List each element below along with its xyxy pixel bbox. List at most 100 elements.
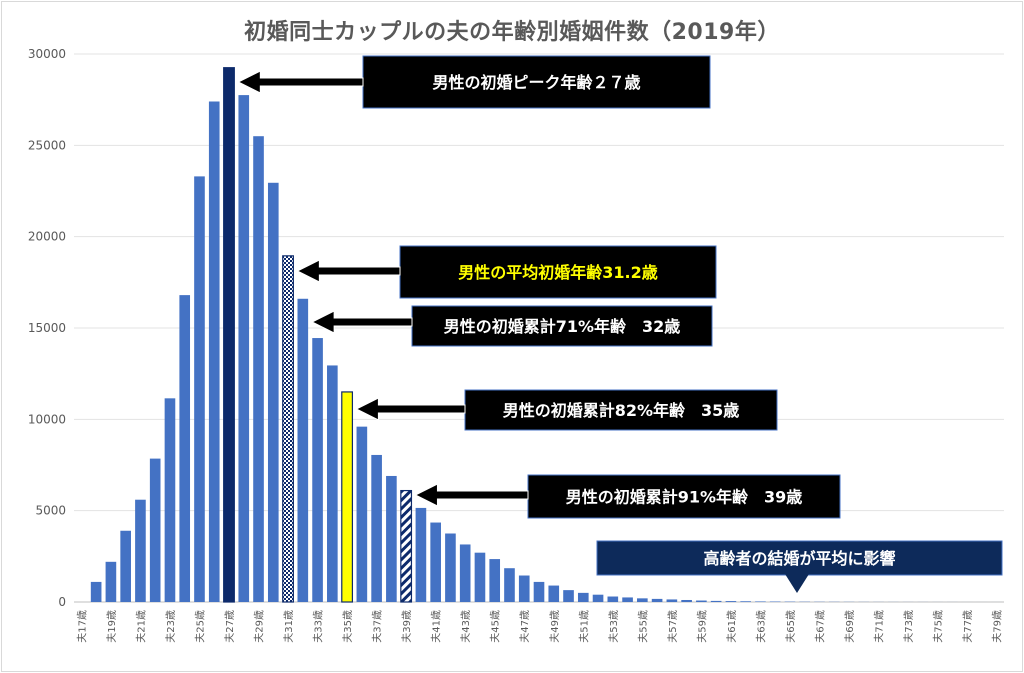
annotation-text: 男性の初婚累計91%年齢 39歳 <box>566 488 803 507</box>
bar-夫24歳 <box>179 295 191 602</box>
x-tick-label: 夫25歳 <box>194 610 206 643</box>
bar-夫28歳 <box>238 95 250 602</box>
x-tick-label: 夫53歳 <box>608 610 620 643</box>
annotation-box <box>411 305 713 347</box>
bar-夫33歳 <box>312 338 323 602</box>
annotation-text: 男性の初婚ピーク年齢２７歳 <box>432 73 640 92</box>
y-tick-label: 25000 <box>28 138 66 152</box>
bar-夫30歳 <box>267 182 279 602</box>
x-tick-label: 夫79歳 <box>992 610 1004 643</box>
annotation-box <box>362 55 711 109</box>
x-tick-label: 夫57歳 <box>667 610 679 643</box>
x-tick-label: 夫39歳 <box>401 610 413 643</box>
x-tick-label: 夫71歳 <box>874 610 886 643</box>
bar-夫55歳 <box>637 598 648 602</box>
bar-夫50歳 <box>563 590 574 602</box>
bar-夫20歳 <box>120 530 131 602</box>
x-tick-label: 夫49歳 <box>549 610 561 643</box>
bar-夫32歳 <box>297 298 309 602</box>
bar-夫43歳 <box>459 544 471 602</box>
bar-夫25歳 <box>194 176 205 603</box>
bar-夫62歳 <box>740 601 751 602</box>
bar-夫58歳 <box>681 599 692 602</box>
bar-夫29歳 <box>253 136 264 602</box>
bar-夫40歳 <box>415 507 427 602</box>
x-tick-label: 夫55歳 <box>637 610 649 643</box>
bar-夫18歳 <box>90 581 102 602</box>
bar-夫42歳 <box>445 533 456 602</box>
y-tick-label: 20000 <box>28 230 66 244</box>
bar-夫22歳 <box>149 458 161 602</box>
bar-夫35歳 <box>341 391 354 603</box>
bar-夫44歳 <box>474 552 486 602</box>
bar-夫31歳 <box>282 255 294 603</box>
x-tick-label: 夫27歳 <box>224 610 236 643</box>
bar-夫57歳 <box>666 599 678 602</box>
x-axis-ticks: 夫17歳 夫19歳 夫21歳 夫23歳 夫25歳 夫27歳 夫29歳 夫31歳 夫33歳 夫35歳… <box>76 610 1003 643</box>
x-tick-label: 夫19歳 <box>106 610 118 643</box>
annotation-text: 男性の初婚累計82%年齢 35歳 <box>503 401 740 420</box>
y-axis-ticks: 0 5000 10000 15000 20000 25000 30000 <box>28 47 66 609</box>
bar-夫51歳 <box>577 592 589 602</box>
x-tick-label: 夫59歳 <box>696 610 708 643</box>
y-tick-label: 30000 <box>28 47 66 61</box>
x-tick-label: 夫21歳 <box>135 610 147 643</box>
x-tick-label: 夫45歳 <box>490 610 502 643</box>
x-tick-label: 夫37歳 <box>372 610 384 643</box>
bar-夫37歳 <box>371 454 382 602</box>
bar-夫63歳 <box>755 601 766 602</box>
bar-夫38歳 <box>386 475 397 602</box>
x-tick-label: 夫41歳 <box>431 610 443 643</box>
annotation-text: 高齢者の結婚が平均に影響 <box>703 549 895 568</box>
bar-夫52歳 <box>592 594 604 602</box>
x-tick-label: 夫63歳 <box>755 610 767 643</box>
bar-夫60歳 <box>710 600 722 602</box>
bar-夫48歳 <box>533 581 545 602</box>
bar-夫45歳 <box>489 559 501 602</box>
x-tick-label: 夫65歳 <box>785 610 797 643</box>
bar-夫36歳 <box>356 426 368 602</box>
x-tick-label: 夫43歳 <box>460 610 472 643</box>
annotation-box <box>399 245 717 299</box>
x-tick-label: 夫33歳 <box>313 610 325 643</box>
bar-夫46歳 <box>504 568 515 602</box>
bar-夫27歳 <box>223 67 235 603</box>
bar-夫19歳 <box>105 561 117 602</box>
arrow <box>237 70 364 94</box>
bars <box>90 67 1002 603</box>
x-tick-label: 夫29歳 <box>254 610 266 643</box>
annotation-text: 男性の平均初婚年齢31.2歳 <box>458 263 657 282</box>
x-tick-label: 夫17歳 <box>76 610 88 643</box>
annotations: 男性の初婚ピーク年齢２７歳男性の平均初婚年齢31.2歳男性の初婚累計71%年齢 … <box>237 55 1003 593</box>
annotation-box <box>527 474 841 519</box>
x-tick-label: 夫51歳 <box>578 610 590 643</box>
x-tick-label: 夫75歳 <box>933 610 945 643</box>
bar-夫39歳 <box>400 489 413 603</box>
chart-title: 初婚同士カップルの夫の年齢別婚姻件数（2019年） <box>244 20 780 45</box>
y-tick-label: 15000 <box>28 321 66 335</box>
x-tick-label: 夫23歳 <box>165 610 177 643</box>
bar-夫47歳 <box>518 575 530 602</box>
bar-夫26歳 <box>208 101 220 602</box>
annotation-box <box>464 389 778 431</box>
x-tick-label: 夫31歳 <box>283 610 295 643</box>
arrow <box>414 483 529 507</box>
bar-夫34歳 <box>327 365 338 602</box>
bar-夫59歳 <box>696 600 707 602</box>
annotation-text: 男性の初婚累計71%年齢 32歳 <box>444 317 681 336</box>
x-tick-label: 夫35歳 <box>342 610 354 643</box>
bar-夫56歳 <box>651 598 663 602</box>
arrow <box>296 259 401 283</box>
x-tick-label: 夫77歳 <box>962 610 974 643</box>
x-tick-label: 夫69歳 <box>844 610 856 643</box>
arrow <box>355 397 466 421</box>
y-tick-label: 0 <box>58 595 66 609</box>
x-tick-label: 夫67歳 <box>814 610 826 643</box>
y-tick-label: 10000 <box>28 412 66 426</box>
bar-夫49歳 <box>548 585 560 602</box>
bar-夫54歳 <box>622 597 633 602</box>
bar-夫53歳 <box>607 596 619 602</box>
bar-夫41歳 <box>430 522 441 602</box>
annotation-box <box>596 540 1003 576</box>
